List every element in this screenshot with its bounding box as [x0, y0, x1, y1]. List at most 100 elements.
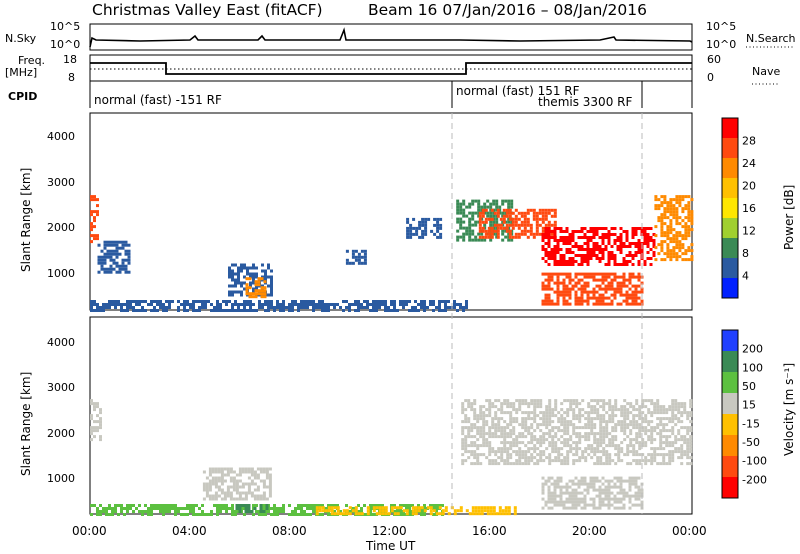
nsky-panel: N.Sky 10^5 10^0 N.Search 10^5 10^0 — [5, 20, 796, 51]
velocity-patch-0 — [90, 399, 102, 442]
velocity-colorbar-swatch-6 — [722, 456, 738, 478]
freq-panel: Freq. [MHz] 18 8 60 0 Nave — [5, 53, 780, 85]
velocity-patch-4 — [90, 504, 444, 516]
xtick-6: 00:00 — [672, 524, 707, 538]
x-axis: 00:00 04:00 08:00 12:00 16:00 20:00 00:0… — [72, 524, 707, 553]
cpid-segment-2: normal (fast) 151 RF — [456, 84, 580, 98]
xtick-0: 00:00 — [72, 524, 107, 538]
xtick-2: 08:00 — [272, 524, 307, 538]
power-colorbar-tick-4: 12 — [742, 225, 756, 238]
freq-tick-top: 18 — [63, 53, 77, 66]
velocity-colorbar-swatch-5 — [722, 435, 738, 457]
power-ytick-3000: 3000 — [47, 176, 75, 189]
cpid-panel: CPID normal (fast) -151 RF normal (fast)… — [8, 81, 693, 109]
velocity-ytick-3000: 3000 — [47, 381, 75, 394]
velocity-colorbar-swatch-0 — [722, 330, 738, 352]
power-ytick-4000: 4000 — [47, 130, 75, 143]
velocity-colorbar-swatch-1 — [722, 351, 738, 373]
power-colorbar-swatch-4 — [722, 198, 738, 219]
cpid-segment-1: normal (fast) -151 RF — [94, 93, 222, 107]
freq-label: Freq. — [18, 54, 45, 67]
power-colorbar-tick-3: 16 — [742, 202, 756, 215]
power-patch-4 — [345, 249, 367, 265]
power-panel: Slant Range [km] 4000 3000 2000 1000 282… — [19, 112, 796, 312]
velocity-colorbar-tick-1: 100 — [742, 361, 763, 374]
power-colorbar: 28 24 20 16 12 8 4 — [721, 117, 756, 299]
velocity-ytick-1000: 1000 — [47, 472, 75, 485]
power-ylabel: Slant Range [km] — [19, 168, 33, 272]
power-patch-3 — [245, 277, 267, 299]
power-patch-0 — [90, 195, 99, 244]
nave-tick-top: 60 — [707, 53, 721, 66]
power-patch-7 — [478, 208, 557, 239]
nsky-tick-top: 10^5 — [50, 20, 80, 33]
nsky-trace — [89, 27, 693, 48]
nsearch-label: N.Search — [746, 32, 796, 45]
velocity-colorbar-tick-2: 50 — [742, 380, 756, 393]
xtick-4: 16:00 — [472, 524, 507, 538]
power-patch-5 — [406, 217, 443, 239]
cpid-label: CPID — [8, 90, 37, 103]
nsearch-tick-top: 10^5 — [706, 20, 736, 33]
velocity-colorbar-swatch-2 — [722, 372, 738, 394]
xtick-1: 04:00 — [172, 524, 207, 538]
velocity-colorbar-swatch-3 — [722, 393, 738, 415]
velocity-panel: Slant Range [km] 4000 3000 2000 1000 200… — [19, 316, 796, 516]
figure-subtitle: Beam 16 07/Jan/2016 – 08/Jan/2016 — [368, 1, 647, 19]
power-patch-8 — [541, 227, 656, 266]
power-ytick-2000: 2000 — [47, 221, 75, 234]
freq-trace — [90, 62, 692, 75]
velocity-data-layer — [90, 399, 693, 516]
power-colorbar-swatch-0 — [722, 118, 738, 139]
velocity-colorbar: 200 100 50 15 -15 -50 -100 -200 — [721, 329, 767, 499]
velocity-ylabel: Slant Range [km] — [19, 372, 33, 476]
velocity-colorbar-frame — [721, 329, 739, 499]
power-ytick-1000: 1000 — [47, 267, 75, 280]
velocity-colorbar-label: Velocity [m s⁻¹] — [782, 363, 796, 456]
power-colorbar-tick-1: 24 — [742, 157, 756, 170]
power-colorbar-label: Power [dB] — [782, 185, 796, 250]
xtick-5: 20:00 — [572, 524, 607, 538]
velocity-patch-5 — [235, 504, 269, 513]
power-colorbar-swatch-6 — [722, 238, 738, 259]
nsky-label: N.Sky — [5, 32, 37, 45]
velocity-patch-2 — [461, 399, 693, 466]
velocity-colorbar-swatch-7 — [722, 477, 738, 499]
power-colorbar-swatch-1 — [722, 138, 738, 159]
power-patch-11 — [90, 300, 468, 312]
velocity-ytick-4000: 4000 — [47, 336, 75, 349]
velocity-patch-1 — [202, 467, 272, 501]
time-markers — [451, 113, 643, 514]
figure-title: Christmas Valley East (fitACF) — [92, 1, 323, 19]
xtick-3: 12:00 — [372, 524, 407, 538]
velocity-colorbar-tick-7: -200 — [742, 473, 767, 486]
x-axis-label: Time UT — [365, 539, 416, 553]
power-colorbar-tick-6: 4 — [742, 270, 749, 283]
power-colorbar-tick-0: 28 — [742, 135, 756, 148]
nsky-tick-bottom: 10^0 — [50, 38, 80, 51]
power-colorbar-tick-5: 8 — [742, 247, 749, 260]
power-colorbar-tick-2: 20 — [742, 180, 756, 193]
velocity-colorbar-swatch-4 — [722, 414, 738, 436]
power-colorbar-swatch-7 — [722, 258, 738, 279]
freq-tick-bottom: 8 — [68, 71, 75, 84]
power-colorbar-swatch-5 — [722, 218, 738, 239]
velocity-colorbar-tick-0: 200 — [742, 343, 763, 356]
velocity-ytick-2000: 2000 — [47, 427, 75, 440]
nave-tick-bottom: 0 — [707, 71, 714, 84]
velocity-colorbar-tick-6: -100 — [742, 455, 767, 468]
power-colorbar-swatch-3 — [722, 178, 738, 199]
nave-label: Nave — [752, 65, 780, 78]
nsearch-tick-bottom: 10^0 — [706, 38, 736, 51]
velocity-colorbar-tick-3: 15 — [742, 399, 756, 412]
freq-unit-label: [MHz] — [5, 66, 37, 79]
power-patch-9 — [541, 272, 644, 306]
power-colorbar-frame — [721, 117, 739, 299]
power-colorbar-swatch-8 — [722, 278, 738, 299]
power-patch-1 — [97, 240, 131, 274]
cpid-segment-3: themis 3300 RF — [538, 95, 632, 109]
velocity-colorbar-tick-5: -50 — [742, 436, 760, 449]
velocity-patch-6 — [315, 506, 517, 516]
power-patch-10 — [654, 195, 694, 262]
